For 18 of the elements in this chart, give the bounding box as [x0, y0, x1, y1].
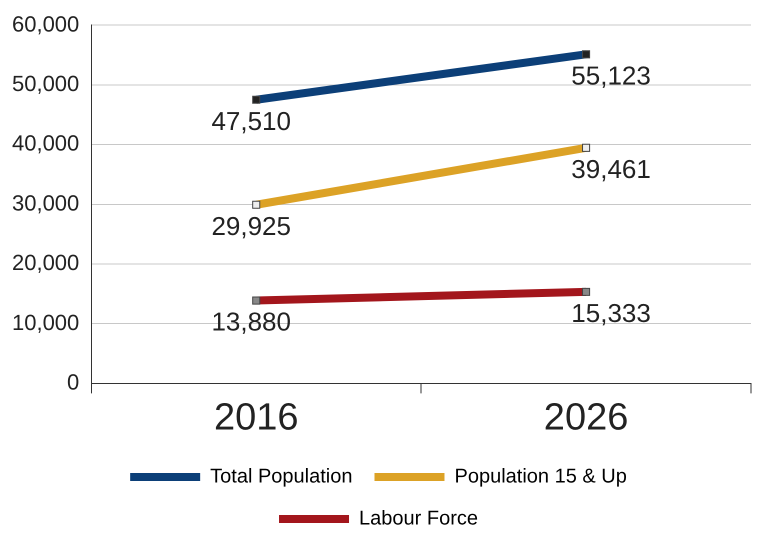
y-tick-label: 20,000	[12, 250, 80, 276]
y-tick-label: 60,000	[12, 11, 80, 36]
text: 39,461	[571, 154, 651, 184]
y-tick-label: 50,000	[12, 70, 80, 96]
y-tick-label: 40,000	[12, 130, 80, 156]
y-tick-label: 0	[67, 369, 80, 394]
legend-label: Total Population	[210, 466, 352, 488]
x-tick-label: 2016	[214, 396, 298, 439]
text: 13,880	[211, 306, 291, 337]
y-tick-label: 30,000	[12, 190, 80, 216]
legend-label: Population 15 & Up	[454, 466, 627, 488]
y-tick-label: 10,000	[12, 310, 80, 335]
legend-label: Labour Force	[359, 508, 478, 530]
text: 29,925	[211, 210, 291, 241]
x-tick-label: 2026	[544, 396, 628, 439]
text: 55,123	[571, 60, 651, 90]
text: 15,333	[571, 298, 651, 328]
text: 47,510	[211, 106, 291, 136]
